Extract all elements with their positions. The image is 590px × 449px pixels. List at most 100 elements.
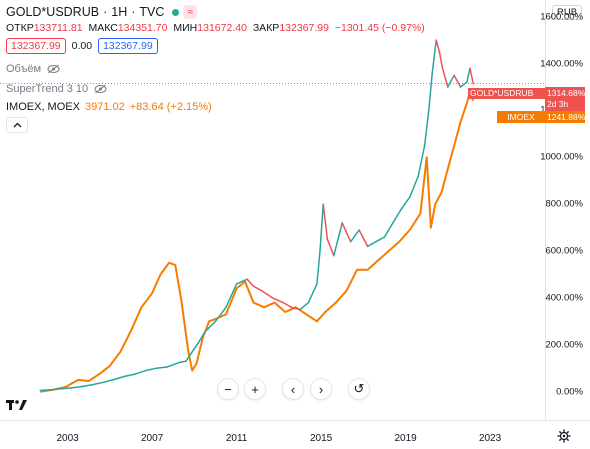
price-scale[interactable] [545, 0, 590, 420]
series-segment-gold[interactable] [441, 67, 449, 88]
series-segment-gold[interactable] [92, 381, 105, 386]
plot-svg[interactable] [0, 0, 545, 420]
high-label: МАКС [88, 22, 118, 34]
series-segment-gold[interactable] [39, 389, 52, 392]
series-segment-gold[interactable] [178, 360, 187, 364]
series-segment-gold[interactable] [447, 74, 455, 88]
reset-chart-button[interactable]: ↺ [348, 378, 370, 400]
change-value: −1301.45 (−0.97%) [334, 22, 425, 34]
y-tick-label: 1000.00% [540, 151, 583, 163]
series-segment-gold[interactable] [366, 240, 377, 248]
series-segment-gold[interactable] [225, 283, 238, 309]
currency-button[interactable]: RUB [552, 5, 583, 20]
spread-value: 0.00 [71, 40, 93, 52]
hidden-eye-icon[interactable] [94, 84, 107, 94]
series-segment-gold[interactable] [60, 387, 73, 390]
series-segment-gold[interactable] [185, 351, 193, 362]
series-segment-gold[interactable] [453, 74, 462, 88]
series-segment-gold[interactable] [81, 383, 94, 388]
symbol-title[interactable]: GOLD*USDRUB · 1H · TVC ≈ [6, 5, 198, 19]
series-segment-gold[interactable] [49, 388, 63, 391]
series-segment-gold[interactable] [341, 222, 352, 243]
series-segment-gold[interactable] [333, 222, 343, 257]
series-segment-gold[interactable] [431, 39, 437, 77]
compare-change: +83.64 (+2.15%) [129, 101, 212, 113]
series-segment-gold[interactable] [417, 144, 426, 177]
imoex-series-label: IMOEX [497, 111, 545, 123]
collapse-legend-button[interactable] [6, 117, 28, 133]
series-segment-gold[interactable] [375, 236, 386, 243]
gear-icon[interactable] [557, 429, 571, 443]
series-segment-gold[interactable] [435, 39, 441, 53]
compare-symbol: IMOEX, MOEX [6, 101, 80, 113]
y-tick-label: 400.00% [545, 292, 583, 304]
buy-button[interactable]: 132367.99 [98, 38, 158, 54]
series-segment-gold[interactable] [172, 361, 181, 366]
series-segment-gold[interactable] [155, 366, 168, 369]
hidden-eye-icon[interactable] [47, 64, 60, 74]
series-segment-gold[interactable] [307, 283, 318, 304]
series-segment-gold[interactable] [319, 203, 324, 252]
series-segment-gold[interactable] [428, 74, 433, 112]
series-line-imoex[interactable] [39, 90, 475, 393]
series-segment-gold[interactable] [271, 297, 284, 304]
series-segment-gold[interactable] [392, 208, 403, 224]
series-segment-gold[interactable] [290, 306, 301, 311]
series-segment-gold[interactable] [102, 378, 115, 384]
flag-pill-icon[interactable]: ≈ [183, 5, 198, 19]
gold-countdown: 2d 3h [547, 99, 569, 109]
series-segment-gold[interactable] [123, 373, 136, 378]
zoom-out-button[interactable]: − [217, 378, 239, 400]
series-segment-gold[interactable] [349, 229, 360, 243]
supertrend-indicator[interactable]: SuperTrend 3 10 [6, 83, 107, 95]
y-tick-label: 1600.00% [540, 11, 583, 23]
series-segment-gold[interactable] [322, 203, 329, 241]
zoom-in-button[interactable]: + [244, 378, 266, 400]
series-segment-gold[interactable] [235, 278, 248, 285]
series-segment-gold[interactable] [134, 369, 147, 375]
ohlc-values: ОТКР133711.81 МАКС134351.70 МИН131672.40… [6, 22, 428, 34]
series-segment-gold[interactable] [166, 363, 174, 368]
compare-value: 3971.02 [84, 101, 125, 113]
series-segment-gold[interactable] [261, 290, 274, 299]
y-tick-label: 200.00% [545, 339, 583, 351]
series-segment-gold[interactable] [326, 238, 335, 257]
series-segment-gold[interactable] [358, 229, 369, 248]
series-segment-gold[interactable] [113, 375, 126, 381]
series-segment-gold[interactable] [316, 250, 321, 285]
x-tick-label: 2019 [394, 433, 417, 444]
series-segment-gold[interactable] [246, 278, 255, 287]
series-segment-gold[interactable] [145, 367, 158, 372]
series-segment-gold[interactable] [400, 196, 411, 210]
tradingview-logo[interactable] [6, 398, 28, 416]
x-tick-label: 2011 [225, 433, 248, 444]
interval-label: 1H [111, 5, 128, 19]
series-segment-gold[interactable] [191, 341, 200, 353]
series-segment-gold[interactable] [197, 331, 206, 344]
scroll-right-button[interactable]: › [310, 378, 332, 400]
series-segment-gold[interactable] [409, 175, 420, 198]
chart-area[interactable]: GOLD*USDRUB · 1H · TVC ≈ ОТКР133711.81 М… [0, 0, 545, 420]
imoex-last-value: 1241.88% [545, 111, 586, 123]
symbol-name: GOLD*USDRUB [6, 5, 100, 19]
gold-value-text: 1314.68% [547, 88, 586, 98]
series-segment-gold[interactable] [438, 51, 444, 69]
scroll-left-button[interactable]: ‹ [282, 378, 304, 400]
series-segment-gold[interactable] [71, 385, 84, 389]
series-segment-gold[interactable] [459, 81, 468, 88]
series-segment-gold[interactable] [466, 67, 471, 84]
x-tick-label: 2015 [309, 433, 333, 444]
close-value: 132367.99 [279, 22, 329, 34]
series-segment-gold[interactable] [282, 301, 293, 309]
series-segment-gold[interactable] [469, 67, 474, 85]
series-segment-gold[interactable] [252, 285, 263, 292]
series-segment-gold[interactable] [383, 222, 394, 238]
series-segment-gold[interactable] [299, 301, 310, 311]
volume-indicator[interactable]: Объём [6, 63, 60, 75]
time-scale[interactable]: 2003 2007 2011 2015 2019 2023 [0, 420, 590, 449]
sell-button[interactable]: 132367.99 [6, 38, 66, 54]
series-segment-gold[interactable] [423, 109, 430, 147]
series-segment-gold[interactable] [214, 306, 227, 323]
series-segment-gold[interactable] [204, 320, 217, 333]
compare-symbol-legend[interactable]: IMOEX, MOEX 3971.02 +83.64 (+2.15%) [6, 101, 212, 113]
